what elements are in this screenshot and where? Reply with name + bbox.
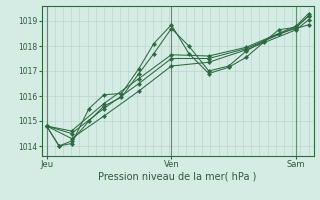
X-axis label: Pression niveau de la mer( hPa ): Pression niveau de la mer( hPa ) [99,172,257,182]
